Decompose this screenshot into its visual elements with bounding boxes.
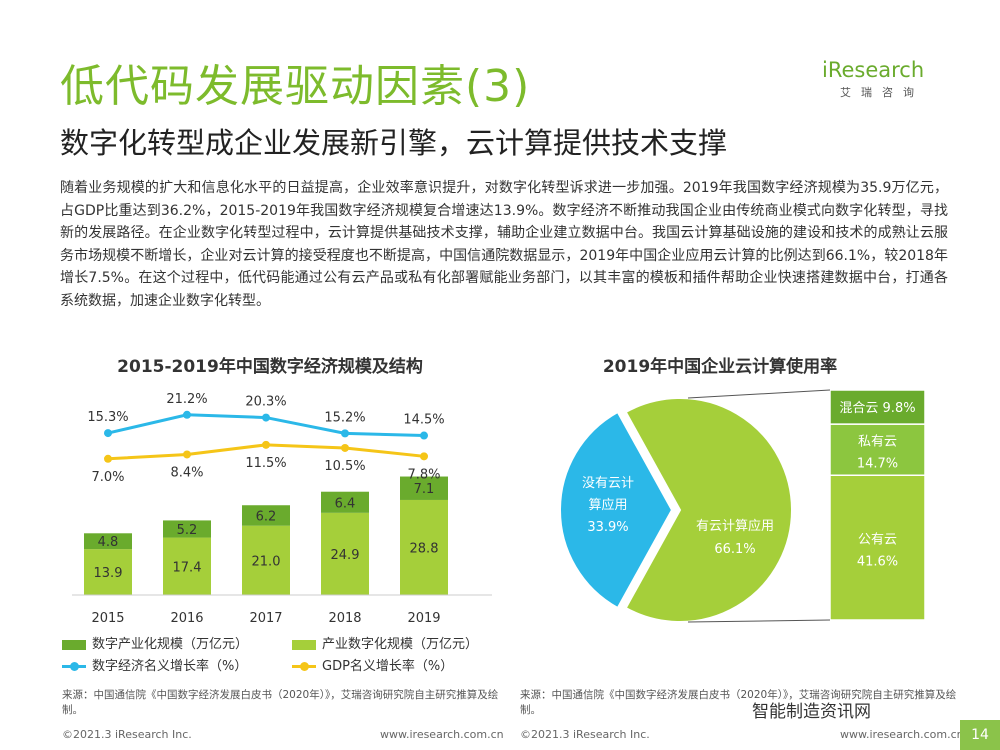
digital-growth-label: 15.2% — [324, 410, 365, 425]
chart2-title: 2019年中国企业云计算使用率 — [602, 357, 838, 377]
legend-swatch — [292, 662, 316, 671]
connector-bottom — [687, 619, 831, 623]
bar-label-top: 5.2 — [177, 523, 198, 538]
bar-digital-industrialization — [84, 533, 132, 550]
bar-digital-industrialization — [321, 491, 369, 513]
digital-growth-label: 14.5% — [403, 413, 444, 428]
bar-label-top: 6.2 — [256, 509, 277, 524]
legend-item: 数字经济名义增长率（%） — [62, 655, 247, 674]
breakdown-name: 混合云 9.8% — [839, 401, 915, 416]
slice-value-no-cloud: 33.9% — [587, 520, 628, 535]
bar-label-bottom: 28.8 — [410, 541, 439, 556]
slice-label-no-cloud-line1: 没有云计 — [582, 476, 634, 491]
gdp-growth-label: 11.5% — [245, 456, 286, 471]
gdp-growth-point — [262, 440, 270, 449]
breakdown-value: 41.6% — [857, 555, 898, 570]
gdp-growth-point — [104, 454, 112, 463]
legend-marker — [70, 662, 79, 671]
legend-swatch — [292, 639, 316, 650]
bar-label-bottom: 21.0 — [252, 554, 281, 569]
breakdown-value: 14.7% — [857, 457, 898, 472]
breakdown-segment — [829, 474, 926, 621]
slice-label-no-cloud-line2: 算应用 — [588, 497, 627, 513]
bar-industry-digitization — [400, 499, 448, 595]
digital-growth-label: 21.2% — [166, 392, 207, 407]
x-tick-label: 2016 — [170, 611, 203, 626]
legend-swatch — [62, 662, 86, 671]
digital-growth-point — [420, 431, 428, 440]
page-title: 低代码发展驱动因素(3) — [60, 61, 531, 112]
digital-growth-point — [104, 429, 112, 438]
connector-top — [687, 389, 831, 399]
source-right: 来源：中国通信院《中国数字经济发展白皮书（2020年）》，艾瑞咨询研究院自主研究… — [520, 689, 957, 716]
footer-url-right[interactable]: www.iresearch.com.cn — [840, 728, 964, 741]
bar-industry-digitization — [321, 512, 369, 595]
digital-growth-label: 20.3% — [245, 395, 286, 410]
digital-growth-point — [262, 413, 270, 422]
pie-slice-no-cloud — [559, 410, 674, 610]
footer-copyright-right: ©2021.3 iResearch Inc. — [520, 728, 650, 741]
source-left: 来源：中国通信院《中国数字经济发展白皮书（2020年）》，艾瑞咨询研究院自主研究… — [62, 689, 499, 716]
logo-brand: iResearch — [822, 58, 925, 82]
x-tick-label: 2015 — [91, 611, 124, 626]
breakdown-segment — [829, 423, 926, 476]
digital-growth-point — [341, 429, 349, 438]
legend-item: 产业数字化规模（万亿元） — [292, 633, 478, 652]
gdp-growth-point — [183, 450, 191, 459]
bar-digital-industrialization — [400, 476, 448, 500]
bar-digital-industrialization — [242, 505, 290, 526]
legend-marker — [300, 662, 309, 671]
legend-item: GDP名义增长率（%） — [292, 655, 453, 674]
bar-label-bottom: 17.4 — [173, 560, 202, 575]
bar-label-top: 7.1 — [414, 482, 435, 497]
legend-label: GDP名义增长率（%） — [322, 659, 454, 674]
x-tick-label: 2017 — [249, 611, 282, 626]
breakdown-segment — [829, 389, 926, 425]
legend-label: 产业数字化规模（万亿元） — [322, 637, 479, 652]
bar-industry-digitization — [163, 537, 211, 595]
x-tick-label: 2018 — [328, 611, 361, 626]
x-tick-label: 2019 — [407, 611, 440, 626]
legend-label: 数字经济名义增长率（%） — [92, 659, 248, 674]
wechat-watermark: 智能制造资讯网 — [752, 702, 871, 722]
bar-industry-digitization — [84, 549, 132, 595]
gdp-growth-point — [420, 452, 428, 461]
bar-label-top: 6.4 — [335, 496, 356, 511]
gdp-growth-label: 7.0% — [91, 470, 124, 485]
bar-label-bottom: 13.9 — [94, 566, 123, 581]
chart1-title: 2015-2019年中国数字经济规模及结构 — [117, 357, 423, 377]
slice-label-cloud: 有云计算应用 — [696, 518, 774, 534]
digital-growth-point — [183, 410, 191, 419]
digital-economy-chart: 13.9 4.8 17.4 5.2 21.0 6.2 24.9 6.4 28.8 7.1 15.3… — [72, 392, 492, 626]
legend-label: 数字产业化规模（万亿元） — [92, 637, 249, 652]
gdp-growth-label: 7.8% — [407, 467, 440, 482]
gdp-growth-label: 10.5% — [324, 459, 365, 474]
bar-industry-digitization — [242, 525, 290, 595]
body-paragraph: 随着业务规模的扩大和信息化水平的日益提高，企业效率意识提升，对数字化转型诉求进一… — [60, 180, 948, 309]
page-subtitle: 数字化转型成企业发展新引擎，云计算提供技术支撑 — [60, 126, 728, 160]
bar-label-top: 4.8 — [98, 535, 119, 550]
gdp-growth-point — [341, 443, 349, 452]
digital-growth-label: 15.3% — [87, 410, 128, 425]
gdp-growth-label: 8.4% — [170, 465, 203, 480]
footer-url-left[interactable]: www.iresearch.com.cn — [380, 728, 504, 741]
iresearch-logo: iResearch 艾瑞咨询 — [822, 58, 942, 108]
page-number: 14 — [960, 720, 1000, 750]
legend-item: 数字产业化规模（万亿元） — [62, 633, 248, 652]
legend-swatch — [62, 639, 86, 650]
breakdown-name: 公有云 — [858, 533, 897, 548]
slice-value-cloud: 66.1% — [714, 542, 755, 557]
logo-sub: 艾瑞咨询 — [840, 86, 924, 99]
breakdown-name: 私有云 — [858, 435, 897, 450]
bar-digital-industrialization — [163, 520, 211, 538]
footer-copyright-left: ©2021.3 iResearch Inc. — [62, 728, 192, 741]
bar-label-bottom: 24.9 — [331, 548, 360, 563]
